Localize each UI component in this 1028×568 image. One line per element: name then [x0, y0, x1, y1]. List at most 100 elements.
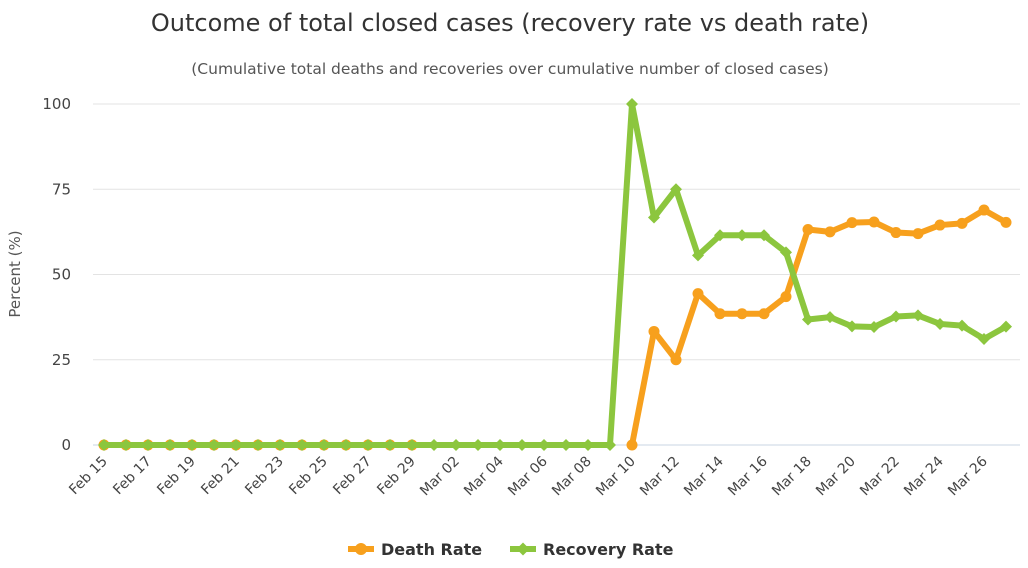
data-point[interactable] — [362, 439, 374, 451]
x-tick-label: Feb 17 — [110, 454, 155, 499]
data-point[interactable] — [868, 321, 880, 334]
y-tick-layer: 0 25 50 75 100 — [42, 95, 71, 454]
data-point[interactable] — [274, 439, 286, 451]
data-point[interactable] — [142, 439, 154, 451]
x-tick-label: Feb 27 — [330, 454, 375, 499]
data-point[interactable] — [692, 249, 704, 262]
data-point[interactable] — [912, 309, 924, 322]
data-point[interactable] — [428, 439, 440, 451]
grid-layer — [93, 103, 1020, 446]
data-point[interactable] — [1000, 320, 1012, 333]
x-tick-label: Mar 16 — [725, 453, 771, 499]
x-tick-label: Mar 14 — [681, 453, 727, 499]
data-point[interactable] — [692, 288, 704, 300]
data-point[interactable] — [846, 217, 858, 229]
data-point[interactable] — [670, 183, 682, 196]
data-point[interactable] — [406, 439, 418, 451]
data-point[interactable] — [714, 308, 726, 320]
x-tick-label: Mar 26 — [945, 453, 991, 499]
y-tick-label: 100 — [42, 95, 71, 113]
data-point[interactable] — [164, 439, 176, 451]
legend-item-recovery-rate[interactable]: Recovery Rate — [510, 540, 674, 559]
x-tick-label: Mar 10 — [593, 454, 639, 500]
x-tick-label: Feb 21 — [198, 454, 243, 499]
data-point[interactable] — [934, 219, 946, 231]
data-point[interactable] — [714, 229, 726, 242]
legend-label: Death Rate — [381, 540, 482, 559]
data-point[interactable] — [384, 439, 396, 451]
x-tick-label: Feb 15 — [66, 454, 111, 499]
chart-title: Outcome of total closed cases (recovery … — [151, 9, 869, 37]
chart-subtitle: (Cumulative total deaths and recoveries … — [191, 60, 829, 78]
data-point[interactable] — [978, 204, 990, 216]
data-point[interactable] — [846, 320, 858, 333]
data-point[interactable] — [120, 439, 132, 451]
data-point[interactable] — [824, 311, 836, 324]
data-point[interactable] — [648, 325, 660, 337]
y-tick-label: 25 — [52, 351, 71, 369]
data-point[interactable] — [648, 211, 660, 224]
data-point[interactable] — [1000, 216, 1012, 228]
x-tick-label: Mar 08 — [549, 454, 595, 500]
data-point[interactable] — [208, 439, 220, 451]
data-point[interactable] — [296, 439, 308, 451]
data-point[interactable] — [186, 439, 198, 451]
data-point[interactable] — [912, 228, 924, 240]
y-tick-label: 50 — [52, 266, 71, 284]
data-point[interactable] — [824, 226, 836, 238]
data-point[interactable] — [670, 354, 682, 366]
data-point[interactable] — [934, 317, 946, 330]
data-point[interactable] — [956, 319, 968, 332]
data-point[interactable] — [318, 439, 330, 451]
data-point[interactable] — [604, 439, 616, 451]
x-tick-label: Feb 25 — [286, 454, 331, 499]
data-point[interactable] — [890, 310, 902, 323]
data-point[interactable] — [340, 439, 352, 451]
data-point[interactable] — [626, 98, 638, 110]
legend-swatch-marker — [516, 542, 530, 556]
x-tick-label: Mar 18 — [769, 454, 815, 500]
data-point[interactable] — [98, 439, 110, 451]
data-point[interactable] — [978, 332, 990, 345]
legend-label: Recovery Rate — [543, 540, 674, 559]
data-point[interactable] — [736, 308, 748, 320]
data-point[interactable] — [802, 313, 814, 326]
legend: Death Rate Recovery Rate — [348, 540, 674, 559]
x-tick-label: Mar 02 — [417, 454, 463, 500]
x-tick-label: Feb 19 — [154, 454, 199, 499]
x-tick-label: Feb 23 — [242, 454, 287, 499]
data-point[interactable] — [780, 246, 792, 259]
data-point[interactable] — [802, 223, 814, 235]
series-layer — [98, 98, 1012, 451]
x-tick-layer: Feb 15 Feb 17 Feb 19 Feb 21 Feb 23 Feb 25 Feb … — [66, 453, 991, 499]
y-axis-label: Percent (%) — [6, 230, 24, 317]
x-tick-label: Mar 12 — [637, 454, 683, 500]
data-point[interactable] — [230, 439, 242, 451]
data-point[interactable] — [956, 217, 968, 229]
data-point[interactable] — [736, 229, 748, 242]
series-recovery-rate — [98, 98, 1012, 451]
y-tick-label: 0 — [61, 436, 71, 454]
data-point[interactable] — [582, 439, 594, 451]
y-tick-label: 75 — [52, 180, 71, 198]
legend-item-death-rate[interactable]: Death Rate — [348, 540, 482, 559]
data-point[interactable] — [560, 439, 572, 451]
data-point[interactable] — [780, 291, 792, 303]
data-point[interactable] — [538, 439, 550, 451]
data-point[interactable] — [890, 227, 902, 239]
data-point[interactable] — [450, 439, 462, 451]
data-point[interactable] — [626, 439, 638, 451]
data-point[interactable] — [252, 439, 264, 451]
data-point[interactable] — [494, 439, 506, 451]
data-point[interactable] — [758, 229, 770, 242]
x-tick-label: Mar 06 — [505, 453, 551, 499]
data-point[interactable] — [516, 439, 528, 451]
x-tick-label: Mar 24 — [901, 453, 947, 499]
legend-swatch-marker — [355, 543, 367, 555]
data-point[interactable] — [472, 439, 484, 451]
x-tick-label: Mar 20 — [813, 454, 859, 500]
data-point[interactable] — [868, 216, 880, 228]
data-point[interactable] — [758, 308, 770, 320]
